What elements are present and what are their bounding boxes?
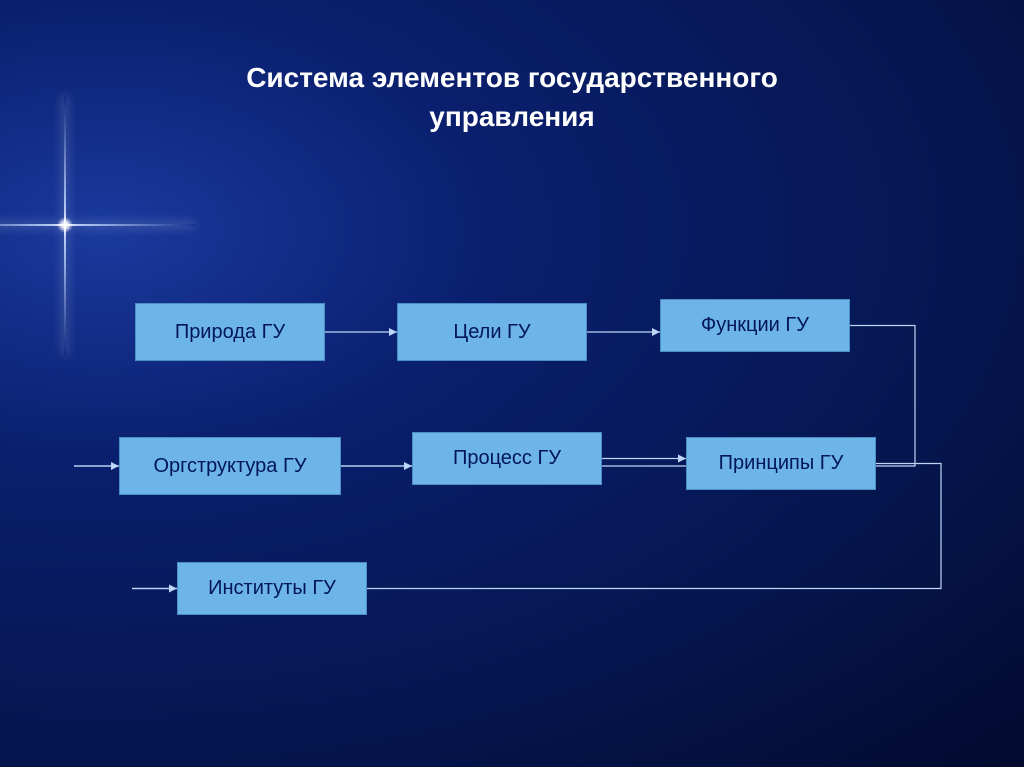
flare-center xyxy=(57,217,73,233)
slide-title: Система элементов государственногоуправл… xyxy=(0,58,1024,136)
flow-node-n5: Процесс ГУ xyxy=(412,432,602,485)
flare-horizontal xyxy=(0,224,195,226)
flow-node-n6: Принципы ГУ xyxy=(686,437,876,490)
flow-node-n7: Институты ГУ xyxy=(177,562,367,615)
flow-node-n3: Функции ГУ xyxy=(660,299,850,352)
flow-node-n2: Цели ГУ xyxy=(397,303,587,361)
flow-node-n1: Природа ГУ xyxy=(135,303,325,361)
flow-node-n4: Оргструктура ГУ xyxy=(119,437,341,495)
